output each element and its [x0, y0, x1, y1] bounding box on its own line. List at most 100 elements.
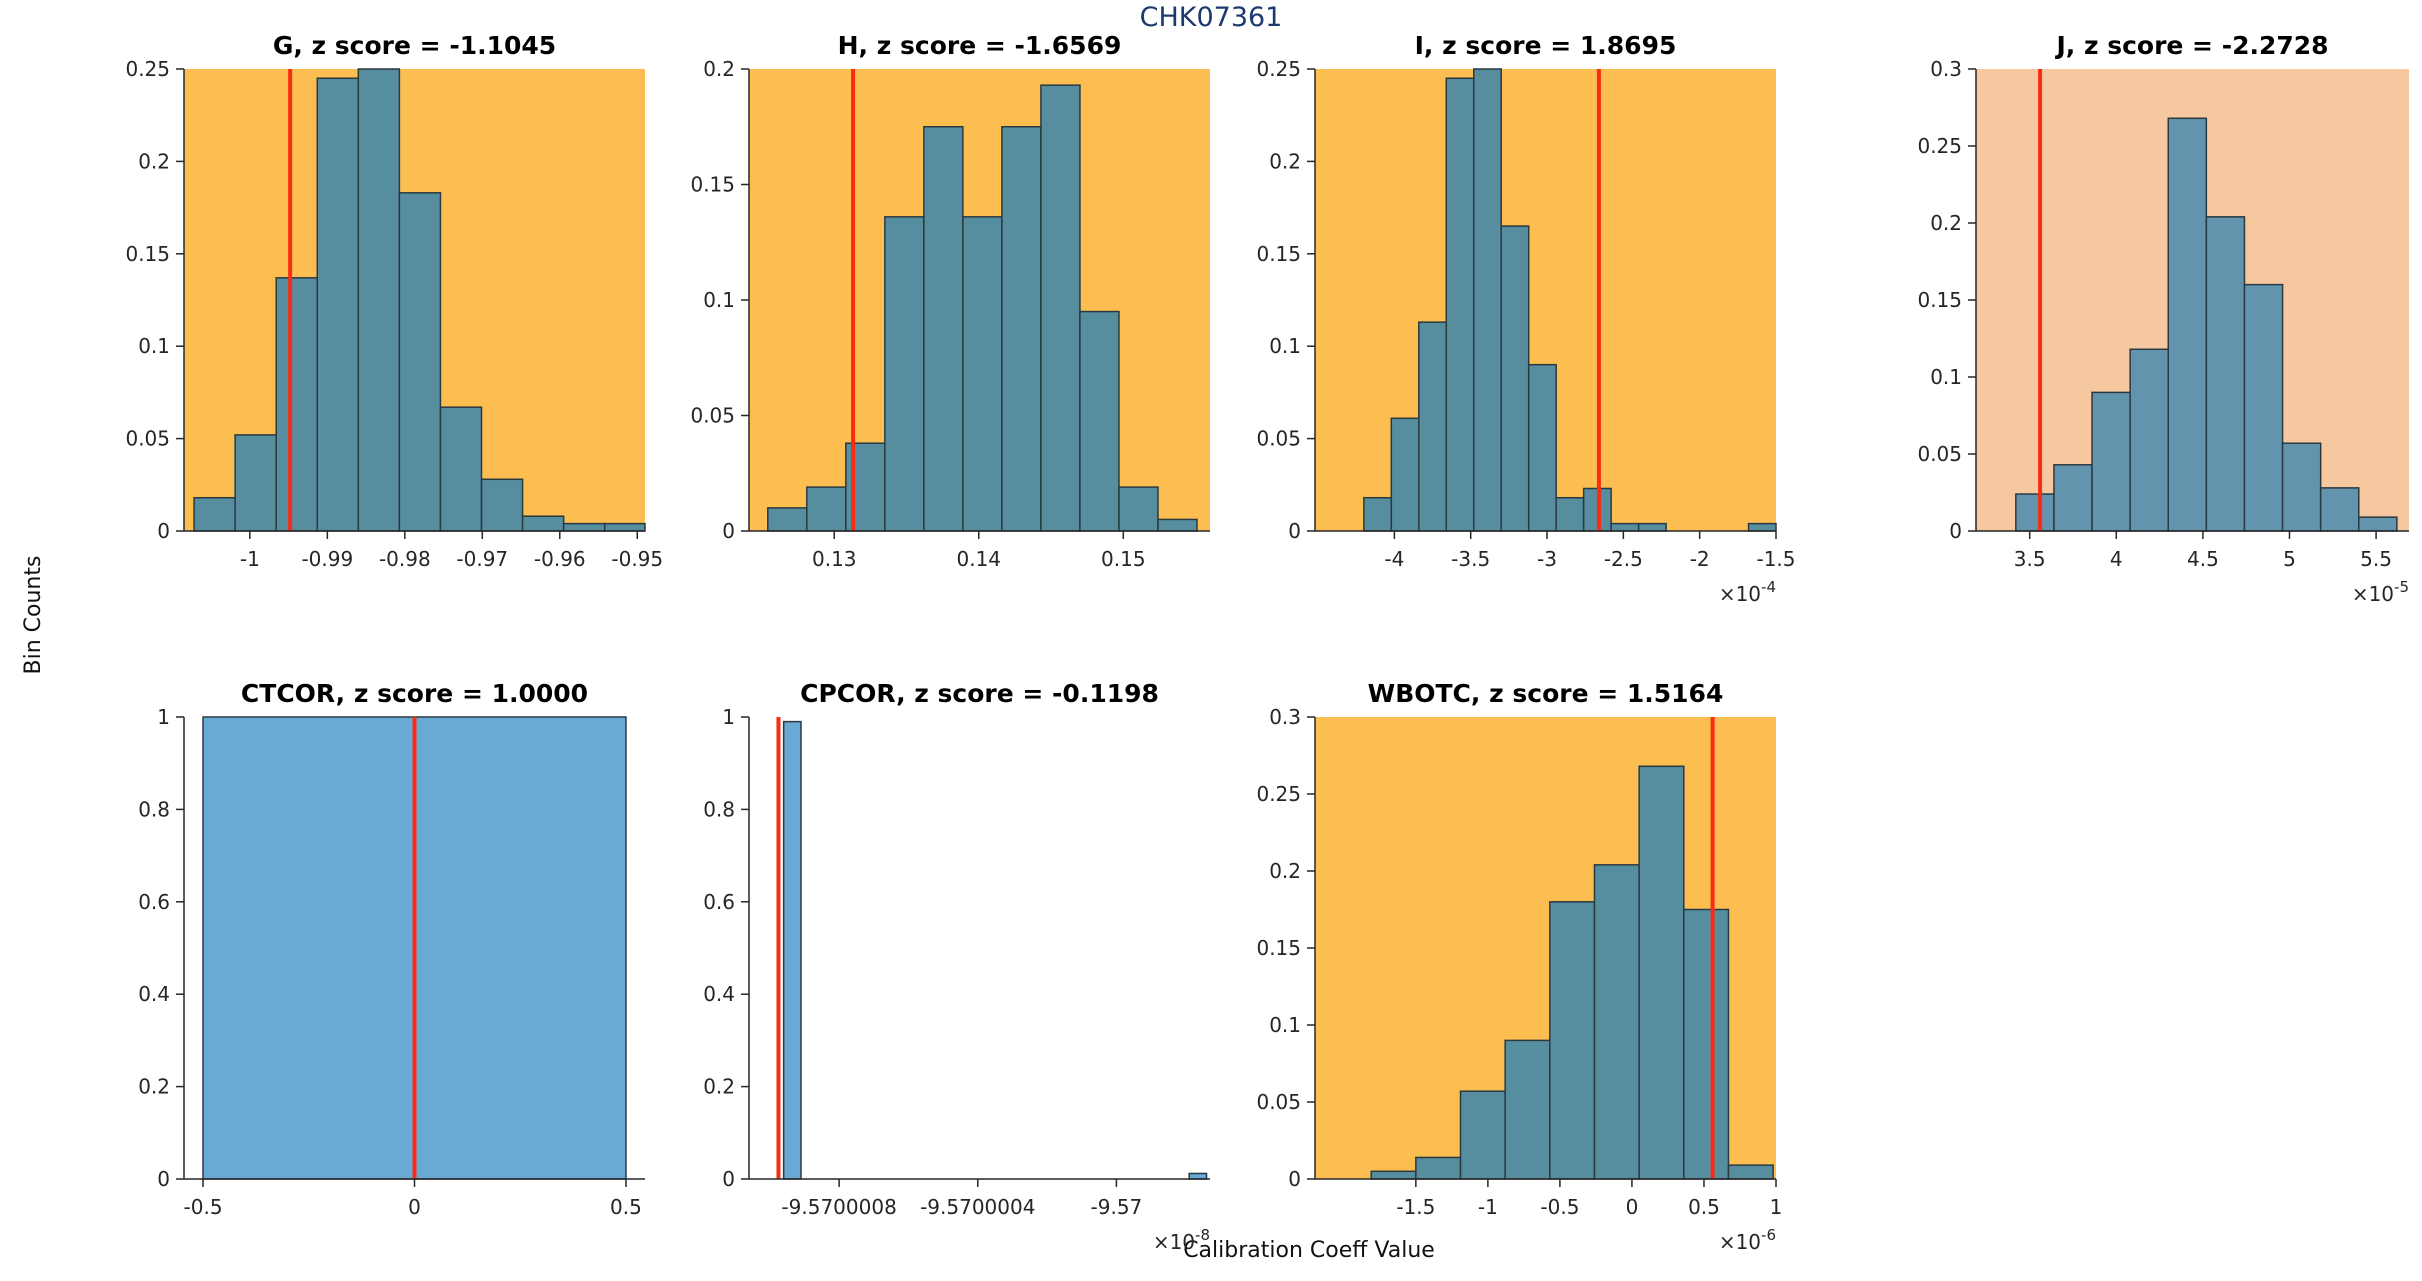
x-tick-label: 0.15 — [1101, 547, 1146, 571]
y-tick-label: 0.05 — [125, 427, 170, 451]
histogram-bar — [767, 507, 808, 532]
subplot-title: WBOTC, z score = 1.5164 — [1367, 679, 1724, 708]
y-tick-label: 0 — [722, 1167, 735, 1191]
histogram-bar — [521, 515, 565, 532]
histogram-bar — [1370, 1170, 1417, 1180]
subplot-j: J, z score = -2.2728 3.5 4 4.5 5 5.5 0 0.05 0.1… — [1851, 19, 2422, 636]
x-tick-label: -0.98 — [379, 547, 431, 571]
figure-xlabel: Calibration Coeff Value — [1183, 1238, 1435, 1263]
x-tick-label: 4 — [2110, 547, 2123, 571]
y-tick-label: 0.25 — [1256, 57, 1301, 81]
x-axis-exponent: ×10-5 — [2352, 578, 2409, 606]
histogram-bars — [193, 68, 646, 532]
histogram-bar — [1363, 496, 1393, 532]
x-tick-label: 5 — [2283, 547, 2296, 571]
histogram-bar — [1459, 1090, 1506, 1180]
y-tick-label: 0.05 — [1256, 1090, 1301, 1114]
axes: 0.13 0.14 0.15 0 0.05 0.1 0.15 0.2 — [690, 57, 1210, 571]
x-tick-label: -1 — [1478, 1195, 1498, 1219]
y-tick-label: 0.8 — [138, 797, 170, 821]
histogram-bar — [1638, 765, 1685, 1180]
y-tick-label: 0.25 — [1256, 782, 1301, 806]
histogram-bar — [2091, 391, 2131, 532]
y-tick-label: 0 — [1288, 1167, 1301, 1191]
histogram-bar — [2358, 516, 2398, 532]
histogram-bar — [1415, 1156, 1462, 1180]
histogram-bar — [1747, 522, 1777, 532]
histogram-bar — [1418, 321, 1448, 532]
x-tick-label: 0 — [1626, 1195, 1639, 1219]
x-tick-label: 0.5 — [610, 1195, 642, 1219]
histogram-bar — [2243, 283, 2284, 532]
histogram-i: -4 -3.5 -3 -2.5 -2 -1.5 0 0.05 0.1 0.15 0.2 0.25 ×10… — [1256, 57, 1795, 606]
histogram-bars — [2015, 117, 2398, 532]
x-tick-label: -0.96 — [534, 547, 586, 571]
histogram-bar — [2053, 464, 2093, 532]
histogram-bar — [316, 77, 360, 532]
y-tick-label: 0.15 — [1256, 242, 1301, 266]
histogram-bar — [2319, 487, 2360, 532]
y-tick-label: 0.15 — [1256, 936, 1301, 960]
histogram-bar — [1473, 68, 1502, 532]
x-tick-label: 3.5 — [2014, 547, 2046, 571]
x-tick-label: 0 — [408, 1195, 421, 1219]
y-tick-label: 0.1 — [1269, 1013, 1301, 1037]
figure-title: CHK07361 — [1139, 2, 1283, 33]
histogram-bar — [962, 216, 1003, 532]
x-tick-label: -9.57 — [1091, 1195, 1143, 1219]
histogram-wbotc: -1.5 -1 -0.5 0 0.5 1 0 0.05 0.1 0.15 0.2 0.25 0.3 ×10… — [1256, 705, 1782, 1254]
subplot-cpcor: CPCOR, z score = -0.1198 -9.5700008 -9.57… — [624, 667, 1270, 1281]
x-tick-label: 5.5 — [2360, 547, 2392, 571]
histogram-bar — [562, 522, 606, 532]
subplot-title: CTCOR, z score = 1.0000 — [240, 679, 589, 708]
axes: -0.5 0 0.5 0 0.2 0.4 0.6 0.8 1 — [138, 705, 645, 1219]
histogram-bar — [1555, 496, 1585, 532]
histogram-bar — [1683, 908, 1730, 1180]
subplot-i: I, z score = 1.8695 -4 -3.5 -3 -2.5 -2 -1.5 0 0… — [1190, 19, 1836, 636]
histogram-bar — [1040, 84, 1081, 532]
histogram-j: 3.5 4 4.5 5 5.5 0 0.05 0.1 0.15 0.2 0.25 0.3 ×10-5 — [1917, 57, 2409, 606]
y-tick-label: 0.2 — [703, 1075, 735, 1099]
histogram-bar — [439, 406, 483, 532]
y-tick-label: 0.25 — [125, 57, 170, 81]
histogram-bar — [1118, 486, 1159, 532]
y-tick-label: 0.4 — [703, 982, 735, 1006]
histogram-bar — [2129, 348, 2170, 532]
y-tick-label: 0.1 — [703, 288, 735, 312]
histogram-bar — [2281, 442, 2322, 532]
axes: -1.5 -1 -0.5 0 0.5 1 0 0.05 0.1 0.15 0.2 0.25 0.3 ×10… — [1256, 705, 1782, 1254]
y-tick-label: 0.1 — [1269, 334, 1301, 358]
y-tick-label: 0.25 — [1917, 134, 1962, 158]
y-tick-label: 0.2 — [1269, 859, 1301, 883]
histogram-ctcor: -0.5 0 0.5 0 0.2 0.4 0.6 0.8 1 — [138, 705, 645, 1219]
subplot-title: CPCOR, z score = -0.1198 — [800, 679, 1159, 708]
histogram-bar — [193, 496, 236, 532]
subplot-ctcor: CTCOR, z score = 1.0000 -0.5 0 0.5 0 0.2 0.4 0… — [59, 667, 705, 1281]
histogram-bars — [767, 84, 1198, 532]
y-tick-label: 0.3 — [1269, 705, 1301, 729]
x-tick-label: -0.97 — [456, 547, 508, 571]
axes: 3.5 4 4.5 5 5.5 0 0.05 0.1 0.15 0.2 0.25 0.3 ×10-5 — [1917, 57, 2409, 606]
x-tick-label: -0.95 — [611, 547, 663, 571]
y-tick-label: 0.6 — [138, 890, 170, 914]
histogram-bar — [1500, 225, 1530, 532]
x-tick-label: 1 — [1770, 1195, 1783, 1219]
x-tick-label: 0.5 — [1688, 1195, 1720, 1219]
y-tick-label: 0.05 — [1917, 442, 1962, 466]
y-tick-label: 0 — [157, 1167, 170, 1191]
y-tick-label: 0.2 — [1930, 211, 1962, 235]
axes: -1 -0.99 -0.98 -0.97 -0.96 -0.95 0 0.05 0.1 0.15 0… — [125, 57, 663, 571]
histogram-cpcor: -9.5700008 -9.5700004 -9.5700.20.40.60.81×… — [703, 705, 1210, 1254]
histogram-bar — [1079, 310, 1120, 532]
x-tick-label: -3 — [1537, 547, 1557, 571]
x-tick-label: 0.14 — [957, 547, 1002, 571]
histogram-bar — [1549, 901, 1596, 1180]
histogram-bar — [806, 486, 847, 532]
y-tick-label: 0.2 — [1269, 149, 1301, 173]
x-tick-label: -1.5 — [1756, 547, 1795, 571]
x-tick-label: -1.5 — [1396, 1195, 1435, 1219]
y-tick-label: 0.15 — [125, 242, 170, 266]
histogram-bar — [923, 126, 964, 532]
histogram-bar — [1527, 363, 1557, 532]
y-tick-label: 0 — [1949, 519, 1962, 543]
